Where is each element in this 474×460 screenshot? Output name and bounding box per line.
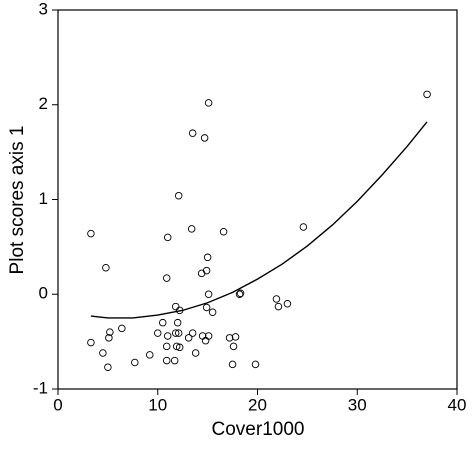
point [87,338,95,347]
point [163,233,172,242]
point [162,342,171,351]
point [236,289,245,298]
point [283,299,292,308]
x-tick-label: 10 [148,395,167,414]
point [171,302,180,311]
point [105,334,113,342]
point [219,227,228,236]
point [99,349,107,357]
point [174,191,183,200]
point [202,303,211,312]
point [146,351,154,359]
point [203,253,212,262]
point [188,129,197,137]
point [204,290,213,299]
point [131,358,139,367]
point [163,332,172,340]
point [235,290,244,299]
y-tick-label: 0 [39,284,48,303]
y-tick-label: 3 [39,0,48,18]
point [274,302,283,311]
point [171,329,180,337]
y-axis-label: Plot scores axis 1 [7,126,28,275]
plot-frame [57,9,458,390]
y-tick-label: 2 [39,94,48,113]
point [229,342,238,351]
point [299,223,308,231]
x-tick-label: 20 [248,395,267,414]
point [106,328,114,336]
point [225,334,234,342]
point [423,90,431,99]
point [201,336,210,345]
point [200,134,209,142]
point [118,324,126,333]
point [272,295,281,303]
x-tick-label: 30 [348,395,367,414]
point [172,342,181,351]
point [251,360,260,369]
y-tick-label: -1 [33,378,48,397]
point [162,274,171,282]
point [87,229,95,238]
point [202,266,211,275]
y-tick-label: 1 [39,189,48,208]
point [187,225,196,233]
point [231,333,240,341]
point [158,318,167,327]
point [102,263,110,272]
point [175,306,184,315]
point [175,343,184,352]
point [104,363,112,371]
point [228,360,237,369]
point [197,269,206,278]
point [208,308,217,317]
x-axis-label: Cover1000 [212,419,305,440]
point [184,334,193,342]
point [188,329,197,337]
point [204,99,213,107]
point [174,329,183,337]
point [191,349,200,357]
x-tick-label: 0 [53,395,62,414]
point [162,356,171,365]
fitted-curve [90,121,428,319]
point [153,329,162,337]
point [170,356,179,365]
x-tick-label: 40 [448,395,467,414]
point [173,318,182,327]
